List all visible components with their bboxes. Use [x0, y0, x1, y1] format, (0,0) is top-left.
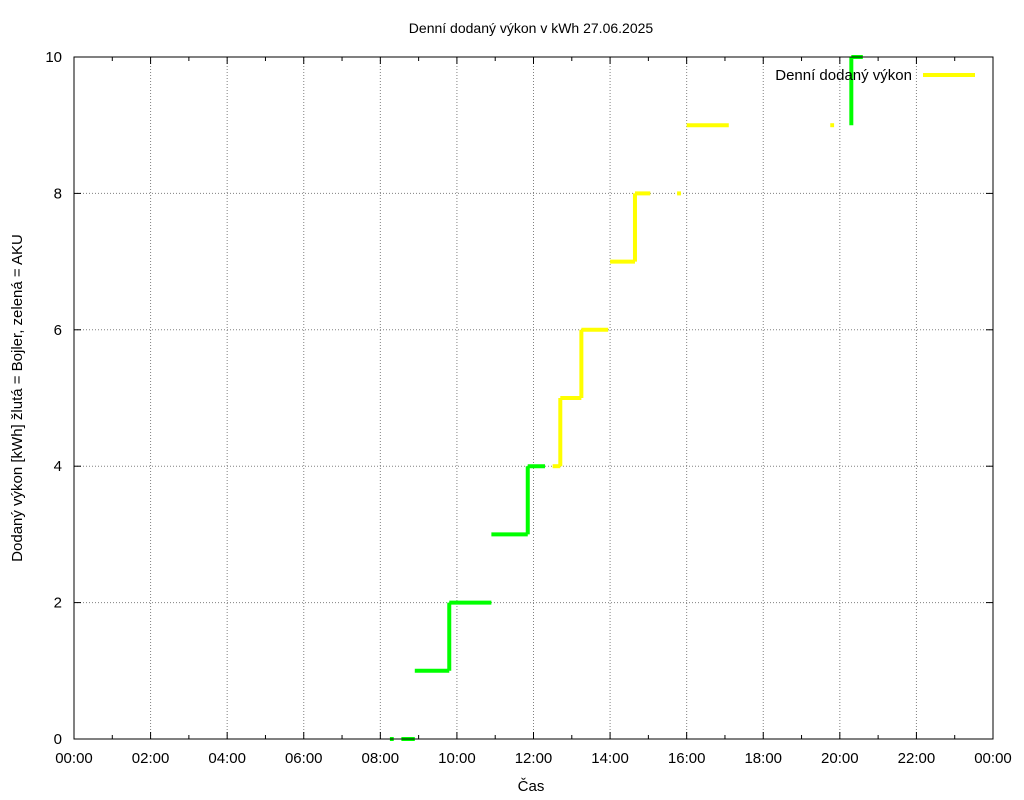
x-tick-label: 18:00 [744, 750, 782, 767]
x-tick-label: 20:00 [821, 750, 859, 767]
data-series [389, 55, 863, 741]
x-tick-label: 12:00 [515, 750, 553, 767]
x-tick-label: 00:00 [55, 750, 93, 767]
y-tick-label: 6 [54, 322, 62, 339]
x-tick-label: 00:00 [974, 750, 1012, 767]
x-tick-label: 16:00 [668, 750, 706, 767]
x-tick-label: 06:00 [285, 750, 323, 767]
x-tick-label: 22:00 [898, 750, 936, 767]
y-tick-label: 8 [54, 185, 62, 202]
x-tick-label: 10:00 [438, 750, 476, 767]
chart-title: Denní dodaný výkon v kWh 27.06.2025 [409, 20, 654, 36]
y-tick-label: 4 [54, 458, 62, 475]
plot-frame [73, 56, 994, 740]
x-tick-label: 14:00 [591, 750, 629, 767]
x-tick-label: 02:00 [132, 750, 170, 767]
legend: Denní dodaný výkon [775, 67, 975, 84]
grid-lines [74, 57, 993, 739]
y-tick-label: 2 [54, 595, 62, 612]
legend-label: Denní dodaný výkon [775, 67, 912, 84]
axis-ticks: 00:00 02:00 04:00 06:00 08:00 10:00 12:00 14:00… [45, 49, 1011, 767]
x-tick-label: 04:00 [208, 750, 246, 767]
y-tick-label: 10 [45, 49, 62, 66]
y-tick-label: 0 [54, 731, 62, 748]
y-axis-label: Dodaný výkon [kWh] žlutá = Bojler, zelen… [9, 234, 26, 562]
x-axis-label: Čas [518, 778, 545, 795]
x-tick-label: 08:00 [362, 750, 400, 767]
